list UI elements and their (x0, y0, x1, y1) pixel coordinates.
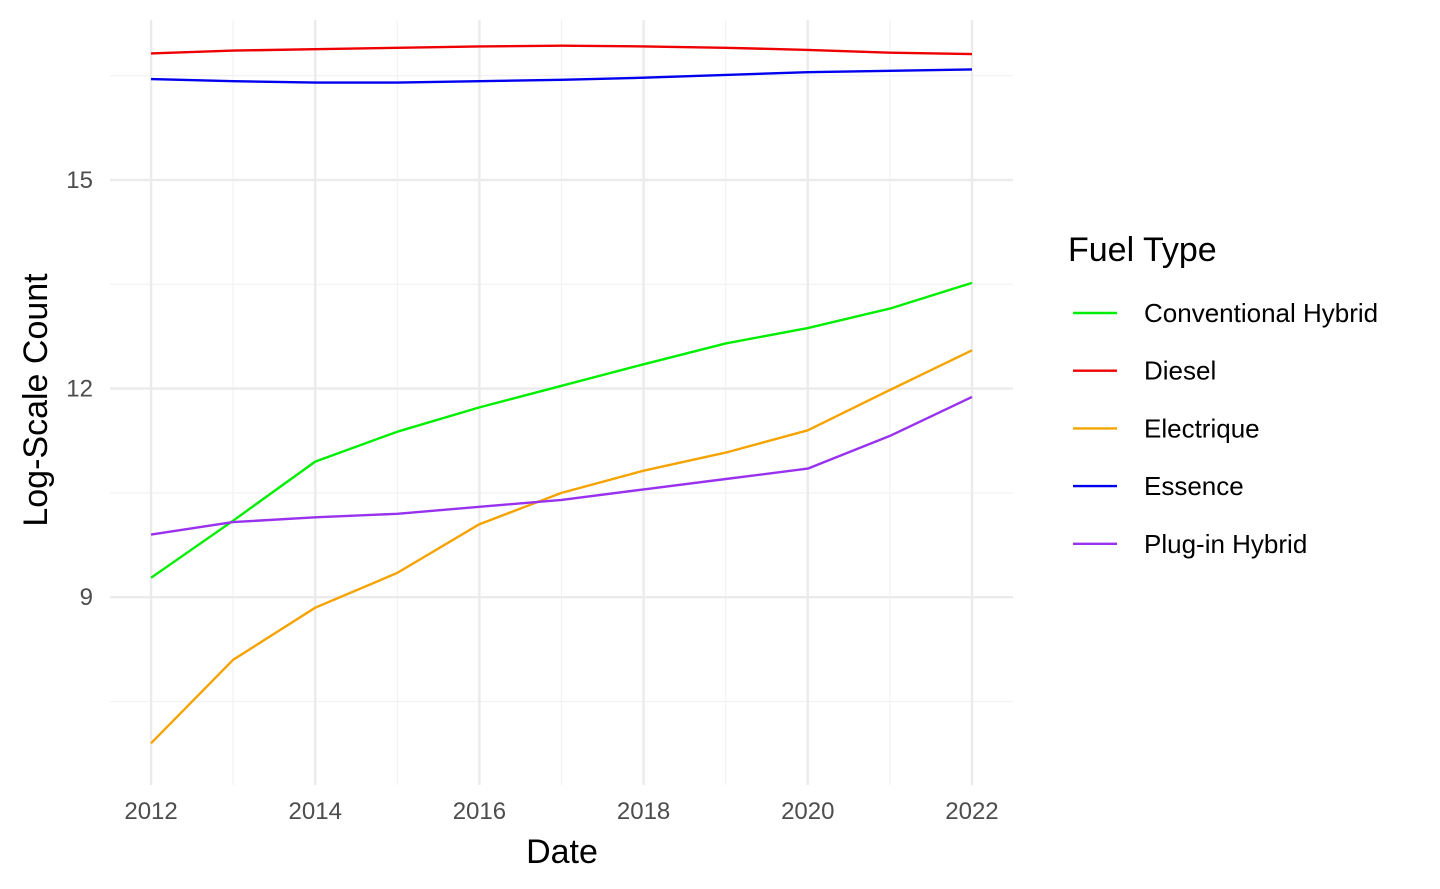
legend-label-electrique: Electrique (1144, 413, 1260, 443)
x-tick-label: 2016 (453, 798, 506, 825)
x-axis-title: Date (526, 833, 598, 871)
x-tick-label: 2014 (289, 798, 342, 825)
legend-label-diesel: Diesel (1144, 356, 1216, 386)
x-tick-label: 2022 (945, 798, 998, 825)
legend-label-conventional-hybrid: Conventional Hybrid (1144, 298, 1378, 328)
legend-label-essence: Essence (1144, 471, 1244, 501)
legend-items: Conventional Hybrid Diesel Electrique Essen… (1073, 298, 1378, 559)
legend-label-plug-in-hybrid: Plug-in Hybrid (1144, 529, 1307, 559)
y-tick-label: 15 (66, 167, 93, 194)
x-tick-label: 2012 (124, 798, 177, 825)
x-tick-label: 2020 (781, 798, 834, 825)
major-gridlines (110, 20, 1013, 785)
y-axis-tick-labels: 9 12 15 (66, 167, 93, 611)
legend-title: Fuel Type (1068, 231, 1217, 269)
legend: Fuel Type Conventional Hybrid Diesel Elect… (1068, 231, 1378, 559)
series-line-plug-in-hybrid (150, 395, 973, 536)
series-line-diesel (150, 44, 973, 56)
y-tick-label: 12 (66, 376, 93, 403)
x-tick-label: 2018 (617, 798, 670, 825)
series-line-essence (150, 68, 973, 84)
y-axis-title: Log-Scale Count (17, 273, 55, 527)
y-tick-label: 9 (80, 584, 93, 611)
series-lines (150, 44, 973, 745)
minor-gridlines (110, 20, 1013, 785)
x-axis-tick-labels: 2012 2014 2016 2018 2020 2022 (124, 798, 998, 825)
series-line-conventional-hybrid (150, 281, 973, 579)
series-line-electrique (150, 349, 973, 745)
